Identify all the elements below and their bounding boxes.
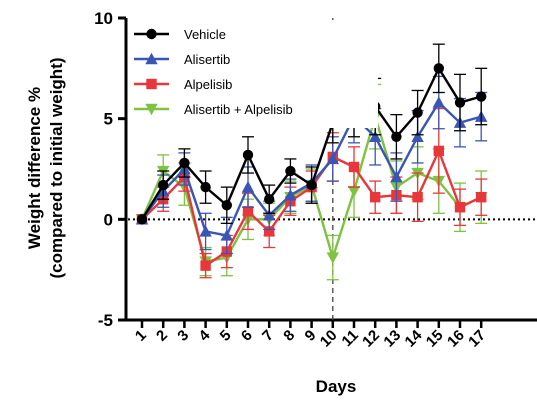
- data-point: [199, 225, 212, 237]
- data-point: [433, 63, 444, 74]
- x-tick-label: 4: [196, 326, 214, 344]
- data-point: [369, 130, 382, 142]
- data-point: [476, 191, 487, 203]
- x-tick-label: 7: [259, 327, 277, 345]
- x-tick-label: 6: [238, 327, 256, 345]
- data-point: [412, 107, 423, 118]
- y-tick-label: -5: [98, 311, 113, 330]
- data-point: [179, 157, 190, 169]
- data-point: [146, 28, 157, 40]
- data-point: [158, 179, 169, 191]
- x-tick-label: 1: [132, 327, 150, 345]
- data-point: [145, 103, 158, 116]
- legend-label: Alisertib: [184, 52, 230, 67]
- data-point: [242, 206, 254, 217]
- data-point: [411, 130, 424, 142]
- data-point: [412, 191, 423, 203]
- legend-label: Alpelisib: [184, 77, 232, 92]
- data-point: [146, 78, 157, 90]
- data-point: [306, 179, 317, 191]
- y-axis-title-line2: (compared to initial weight): [47, 57, 66, 278]
- legend-label: Vehicle: [184, 27, 226, 42]
- x-tick-label: 8: [280, 327, 298, 345]
- data-point: [326, 152, 339, 165]
- data-point: [390, 170, 403, 183]
- data-point: [221, 200, 232, 211]
- y-tick-label: 10: [94, 9, 113, 28]
- data-point: [263, 209, 276, 221]
- data-point: [285, 165, 296, 177]
- x-tick-label: 10: [317, 327, 341, 351]
- y-tick-label: 0: [104, 210, 113, 229]
- data-point: [476, 91, 487, 102]
- legend-background: [130, 20, 378, 128]
- data-point: [348, 161, 360, 173]
- data-point: [454, 202, 466, 213]
- data-point: [326, 252, 339, 264]
- data-point: [220, 229, 233, 241]
- data-point: [432, 96, 445, 108]
- x-tick-label: 5: [217, 327, 235, 345]
- legend-label: Alisertib + Alpelisib: [184, 102, 293, 117]
- data-point: [370, 191, 381, 203]
- data-point: [391, 131, 402, 142]
- data-point: [284, 188, 297, 201]
- data-point: [242, 149, 254, 161]
- x-tick-label: 17: [465, 327, 489, 351]
- data-point: [264, 194, 275, 205]
- data-point: [347, 185, 361, 198]
- data-point: [200, 181, 211, 193]
- x-tick-label: 2: [153, 327, 171, 345]
- x-tick-label: 3: [174, 327, 192, 345]
- data-point: [433, 145, 444, 157]
- x-axis-title: Days: [316, 377, 357, 396]
- data-point: [264, 226, 275, 237]
- data-point: [200, 260, 211, 271]
- x-tick-label: 9: [302, 327, 320, 345]
- y-axis-title-line1: Weight difference %: [25, 87, 44, 249]
- data-point: [241, 180, 255, 193]
- data-point: [454, 97, 466, 108]
- y-tick-label: 5: [104, 110, 113, 129]
- data-point: [145, 52, 158, 65]
- data-point: [136, 214, 148, 225]
